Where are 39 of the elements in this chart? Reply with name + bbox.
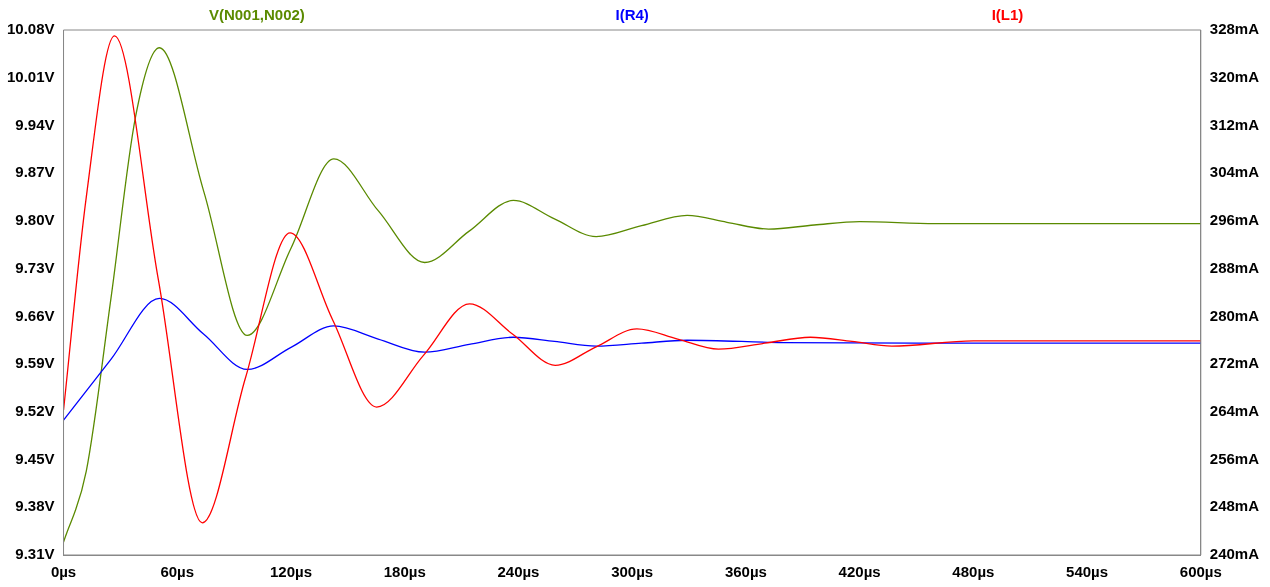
y-tick-label: 9.73V: [15, 258, 55, 276]
y-tick-label: 9.38V: [15, 497, 55, 515]
y2-tick-label: 256mA: [1209, 449, 1260, 467]
y2-tick-label: 288mA: [1209, 258, 1260, 276]
text: I(R4): [615, 6, 649, 24]
y2-tick-label: 296mA: [1209, 211, 1260, 229]
y2-tick-label: 240mA: [1209, 545, 1260, 563]
x-tick-label: 360µs: [724, 563, 767, 581]
x-tick-label: 240µs: [497, 563, 540, 581]
y2-tick-label: 272mA: [1209, 354, 1260, 372]
y-tick-label: 9.52V: [15, 401, 55, 419]
x-tick-label: 420µs: [838, 563, 881, 581]
x-tick-label: 180µs: [383, 563, 426, 581]
x-tick-label: 480µs: [952, 563, 995, 581]
line-series: [63, 297, 1201, 421]
x-tick-label: 600µs: [1179, 563, 1222, 581]
y-tick-label: 10.01V: [6, 67, 55, 85]
text: I(L1): [991, 6, 1024, 24]
y-tick-label: 9.66V: [15, 306, 55, 324]
x-tick-label: 540µs: [1066, 563, 1109, 581]
y-tick-label: 9.45V: [15, 449, 55, 467]
y-tick-label: 9.94V: [15, 115, 55, 133]
y2-tick-label: 280mA: [1209, 306, 1260, 324]
y-tick-label: 9.31V: [15, 545, 55, 563]
x-tick-label: 60µs: [160, 563, 195, 581]
y2-tick-label: 328mA: [1209, 20, 1260, 38]
x-tick-label: 0µs: [50, 563, 77, 581]
y-tick-label: 10.08V: [6, 20, 55, 38]
y2-tick-label: 264mA: [1209, 401, 1260, 419]
x-tick-label: 300µs: [611, 563, 654, 581]
y2-tick-label: 304mA: [1209, 163, 1260, 181]
y-tick-label: 9.87V: [15, 163, 55, 181]
y2-tick-label: 248mA: [1209, 497, 1260, 515]
y-tick-label: 9.80V: [15, 211, 55, 229]
y2-tick-label: 312mA: [1209, 115, 1260, 133]
y-tick-label: 9.59V: [15, 354, 55, 372]
x-tick-label: 120µs: [269, 563, 312, 581]
y2-tick-label: 320mA: [1209, 67, 1260, 85]
text: V(N001,N002): [208, 6, 305, 24]
